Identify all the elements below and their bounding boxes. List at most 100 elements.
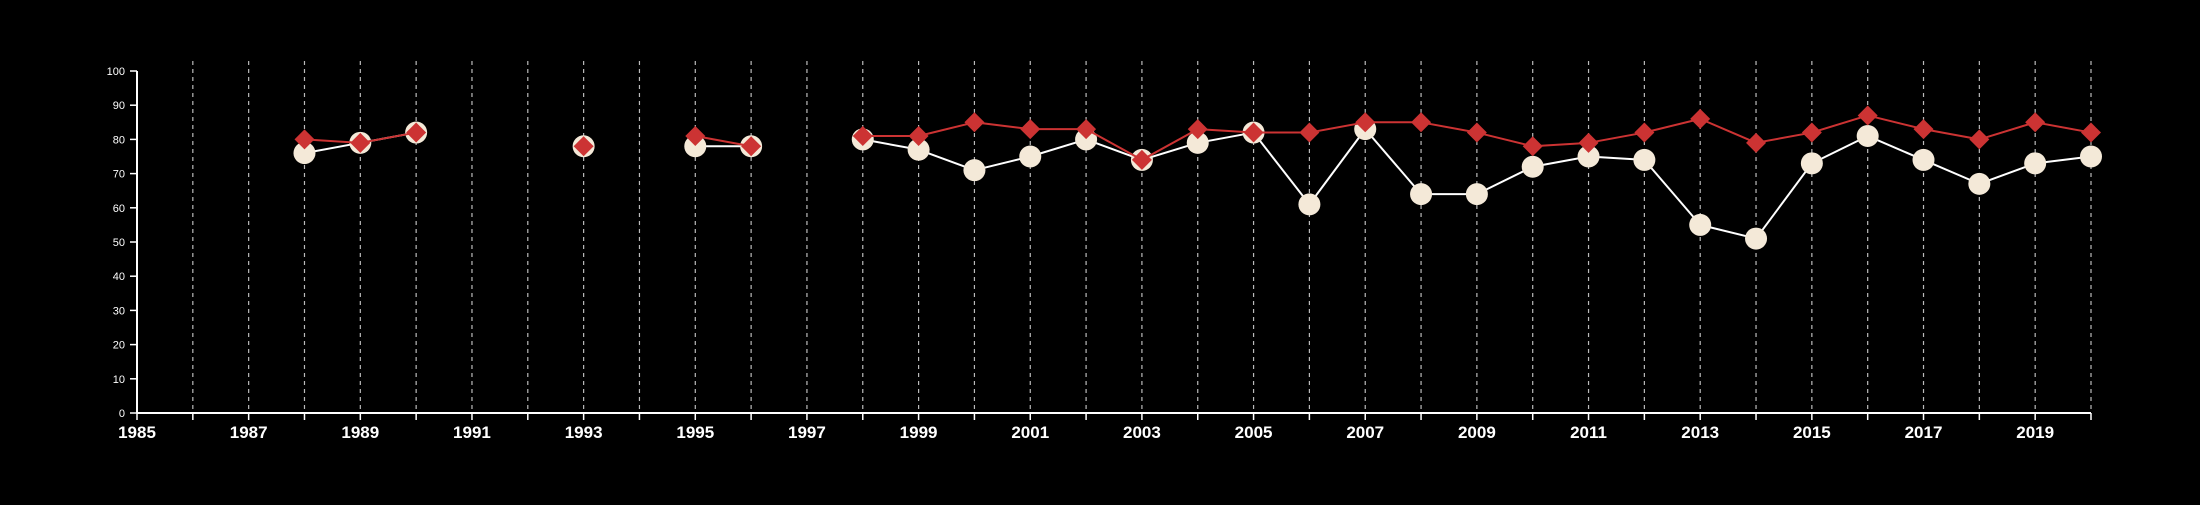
axes: 0 10 20 30 40 50 60 70 80 90 100 1985 1987 1989 1991 19…: [107, 66, 2092, 442]
data-point-circle: [1186, 131, 1209, 154]
series-segment: [1755, 162, 1813, 240]
y-tick-label: 70: [113, 169, 125, 181]
data-point-diamond: [406, 122, 427, 143]
x-tick-label: 2017: [1905, 423, 1943, 442]
data-point-circle: [1633, 148, 1656, 171]
series-segment: [360, 131, 417, 144]
series-segment: [1643, 159, 1701, 226]
data-point-diamond: [908, 125, 929, 146]
series-segment: [695, 134, 752, 148]
series-segment: [1699, 117, 1757, 144]
data-point-diamond: [1522, 136, 1543, 157]
data-point-circle: [293, 142, 316, 165]
data-point-diamond: [1801, 122, 1822, 143]
data-point-diamond: [1466, 122, 1487, 143]
y-tick-label: 10: [113, 374, 125, 386]
x-tick-label: 1985: [118, 423, 156, 442]
data-point-circle: [907, 138, 930, 161]
series-segment: [1085, 128, 1143, 161]
series-segment: [974, 121, 1031, 131]
series-segment: [918, 121, 975, 137]
data-point-diamond: [852, 125, 873, 146]
x-tick-label: 1991: [453, 423, 491, 442]
series-segment: [1588, 131, 1645, 144]
data-point-circle: [1019, 145, 1042, 168]
series-segment: [2034, 121, 2092, 134]
series-segment: [1364, 128, 1422, 195]
data-point-diamond: [1913, 119, 1934, 140]
data-point-diamond: [1299, 122, 1320, 143]
data-point-diamond: [573, 136, 594, 157]
data-point-circle: [963, 159, 986, 182]
data-point-diamond: [964, 112, 985, 133]
x-tick-label: 2019: [2016, 423, 2054, 442]
y-tick-label: 50: [113, 237, 125, 249]
data-point-circle: [1912, 148, 1935, 171]
data-point-diamond: [1355, 112, 1376, 133]
data-point-circle: [1968, 172, 1991, 195]
x-tick-label: 2015: [1793, 423, 1831, 442]
series-segment: [1141, 128, 1199, 161]
x-tick-label: 2007: [1346, 423, 1384, 442]
data-point-diamond: [1187, 119, 1208, 140]
y-tick-label: 80: [113, 134, 125, 146]
series-segment: [1308, 128, 1367, 205]
data-point-circle: [1856, 124, 1879, 147]
data-point-circle: [1465, 183, 1488, 206]
data-point-circle: [2024, 152, 2047, 175]
x-tick-label: 2003: [1123, 423, 1161, 442]
series-segment: [1476, 131, 1533, 148]
data-point-diamond: [1020, 119, 1041, 140]
data-point-diamond: [350, 132, 371, 153]
data-point-circle: [1410, 183, 1433, 206]
y-tick-label: 40: [113, 271, 125, 283]
series-segment: [1923, 128, 1980, 141]
x-tick-label: 1987: [230, 423, 268, 442]
data-point-circle: [2080, 145, 2102, 168]
data-point-circle: [1689, 213, 1712, 236]
data-point-circle: [1298, 193, 1321, 216]
gridlines: [192, 61, 2092, 413]
data-point-circle: [1577, 145, 1600, 168]
data-point-circle: [1075, 128, 1098, 151]
x-tick-label: 1997: [788, 423, 826, 442]
series-segment: [1644, 117, 1701, 134]
data-point-diamond: [685, 125, 706, 146]
x-tick-label: 2011: [1570, 423, 1607, 442]
data-point-diamond: [2025, 112, 2046, 133]
data-point-diamond: [1131, 149, 1152, 170]
series-segment: [1252, 131, 1311, 205]
data-point-diamond: [1857, 105, 1878, 126]
y-tick-label: 30: [113, 305, 125, 317]
series-segment: [1755, 131, 1813, 144]
x-tick-label: 2001: [1011, 423, 1049, 442]
series-segment: [1309, 121, 1366, 134]
x-tick-label: 2009: [1458, 423, 1496, 442]
data-point-diamond: [1076, 119, 1097, 140]
data-point-diamond: [741, 136, 762, 157]
series-segment: [1867, 114, 1924, 131]
y-tick-label: 100: [107, 66, 125, 78]
data-point-circle: [1800, 152, 1823, 175]
series-segment: [1420, 121, 1478, 134]
x-tick-label: 2013: [1681, 423, 1719, 442]
y-tick-label: 60: [113, 203, 125, 215]
x-tick-label: 1995: [676, 423, 714, 442]
data-point-diamond: [2081, 122, 2101, 143]
y-tick-label: 20: [113, 340, 125, 352]
data-point-circle: [684, 135, 707, 158]
data-point-diamond: [1746, 132, 1767, 153]
series: [293, 105, 2102, 250]
y-tick-label: 0: [119, 408, 125, 420]
data-point-diamond: [294, 129, 315, 150]
data-point-diamond: [1634, 122, 1655, 143]
x-tick-label: 2005: [1235, 423, 1273, 442]
y-tick-label: 90: [113, 100, 125, 112]
x-tick-label: 1993: [565, 423, 603, 442]
data-point-circle: [1521, 155, 1544, 178]
data-point-diamond: [1578, 132, 1599, 153]
series-segment: [1811, 114, 1868, 134]
data-point-diamond: [1969, 129, 1990, 150]
